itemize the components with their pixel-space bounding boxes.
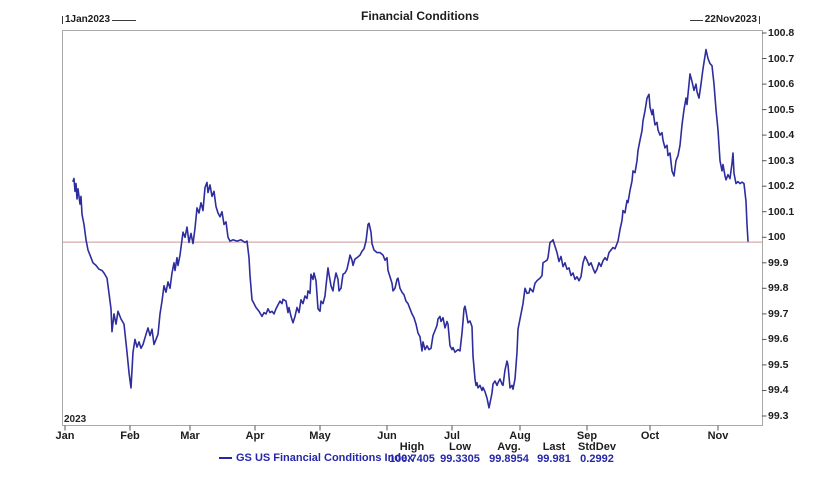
month-label: Feb — [120, 430, 140, 442]
y-tick-label: 99.4 — [768, 384, 789, 396]
stat-value-high: 100.7405 — [389, 453, 435, 465]
legend-series: GS US Financial Conditions Index — [219, 452, 413, 464]
stat-label-last: Last — [542, 441, 566, 453]
range-end-date: 22Nov2023 — [704, 14, 757, 25]
range-start-dash — [112, 19, 137, 21]
y-tick-label: 100.1 — [768, 206, 795, 218]
month-label: Jun — [377, 430, 397, 442]
y-tick-label: 99.3 — [768, 410, 789, 422]
month-label: Apr — [245, 430, 265, 442]
y-tick-label: 99.7 — [768, 308, 789, 320]
y-tick-label: 99.9 — [768, 257, 789, 269]
stat-value-last: 99.981 — [537, 453, 571, 465]
y-tick-label: 100 — [768, 231, 786, 243]
y-tick-label: 99.5 — [768, 359, 789, 371]
month-label: Aug — [509, 430, 531, 442]
month-label: May — [309, 430, 331, 442]
y-axis-ticks — [762, 32, 767, 417]
month-label: Oct — [640, 430, 660, 442]
range-end-annotation: 22Nov2023 — [689, 14, 760, 25]
range-start-date: 1Jan2023 — [65, 14, 111, 25]
y-tick-label: 100.6 — [768, 78, 795, 90]
range-start-tick — [62, 16, 63, 24]
stat-value-stddev: 0.2992 — [580, 453, 614, 465]
y-tick-label: 100.7 — [768, 53, 795, 65]
stat-label-avg: Avg. — [497, 441, 521, 453]
stat-label-low: Low — [449, 441, 471, 453]
chart-title: Financial Conditions — [360, 9, 479, 23]
price-line — [72, 48, 749, 409]
month-label: Jan — [55, 430, 75, 442]
range-end-dash — [689, 19, 703, 21]
legend-line-marker — [219, 457, 232, 459]
y-tick-label: 100.3 — [768, 155, 795, 167]
y-tick-label: 100.2 — [768, 180, 795, 192]
x-axis-ticks — [64, 425, 719, 431]
year-label: 2023 — [64, 414, 87, 425]
plot-border — [62, 30, 763, 426]
stat-label-high: High — [399, 441, 425, 453]
y-tick-label: 99.6 — [768, 333, 789, 345]
stat-value-avg: 99.8954 — [489, 453, 529, 465]
y-tick-label: 100.8 — [768, 27, 795, 39]
stat-label-stddev: StdDev — [578, 441, 616, 453]
legend-series-name: GS US Financial Conditions Index — [236, 452, 414, 464]
month-label: Jul — [444, 430, 460, 442]
y-tick-label: 99.8 — [768, 282, 789, 294]
range-start-annotation: 1Jan2023 — [62, 14, 137, 25]
month-label: Mar — [180, 430, 200, 442]
month-label: Sep — [576, 430, 598, 442]
y-tick-label: 100.5 — [768, 104, 795, 116]
stat-value-low: 99.3305 — [440, 453, 480, 465]
range-end-tick — [759, 16, 760, 24]
y-tick-label: 100.4 — [768, 129, 795, 141]
month-label: Nov — [707, 430, 729, 442]
